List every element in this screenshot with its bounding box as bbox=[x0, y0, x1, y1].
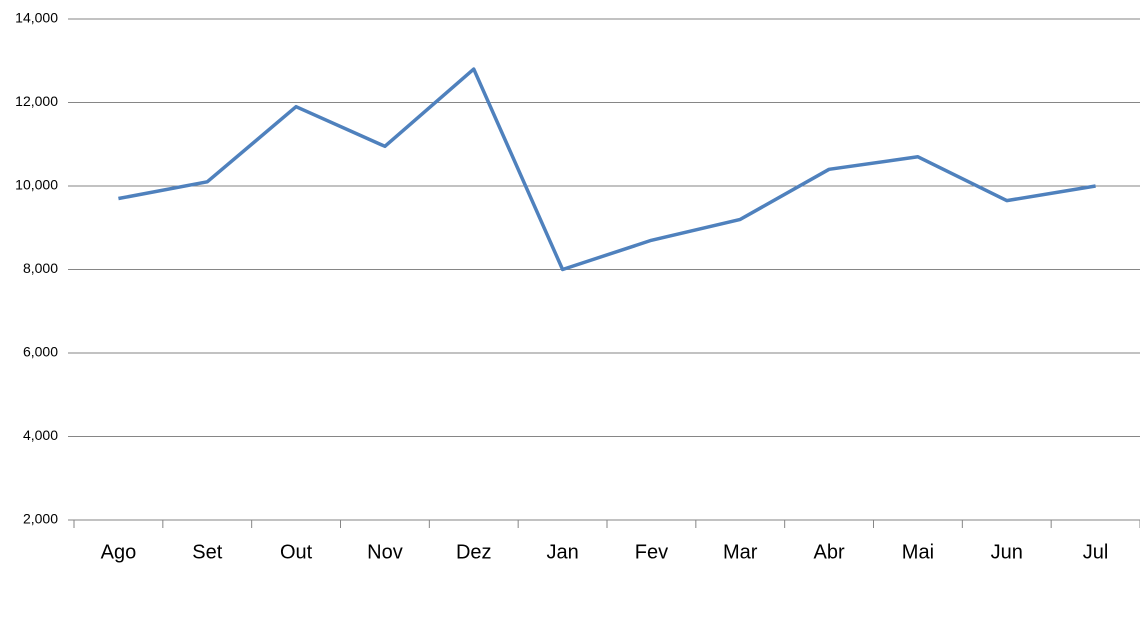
x-tick-label: Abr bbox=[814, 541, 845, 563]
x-tick-label: Nov bbox=[367, 541, 403, 563]
y-tick-label: 14,000 bbox=[15, 10, 58, 26]
x-tick-label: Jul bbox=[1083, 541, 1109, 563]
y-tick-label: 10,000 bbox=[15, 177, 58, 193]
x-tick-label: Out bbox=[280, 541, 313, 563]
x-tick-label: Ago bbox=[101, 541, 137, 563]
y-tick-label: 6,000 bbox=[23, 344, 58, 360]
x-tick-label: Mai bbox=[902, 541, 934, 563]
y-tick-label: 2,000 bbox=[23, 511, 58, 527]
y-tick-label: 12,000 bbox=[15, 93, 58, 109]
x-tick-label: Jun bbox=[991, 541, 1023, 563]
line-series bbox=[118, 67, 1096, 272]
x-tick-label: Fev bbox=[635, 541, 668, 563]
x-tick-label: Set bbox=[192, 541, 222, 563]
y-tick-label: 4,000 bbox=[23, 427, 58, 443]
y-tick-label: 8,000 bbox=[23, 260, 58, 276]
x-tick-label: Mar bbox=[723, 541, 758, 563]
x-tick-label: Jan bbox=[546, 541, 578, 563]
x-tick-label: Dez bbox=[456, 541, 492, 563]
